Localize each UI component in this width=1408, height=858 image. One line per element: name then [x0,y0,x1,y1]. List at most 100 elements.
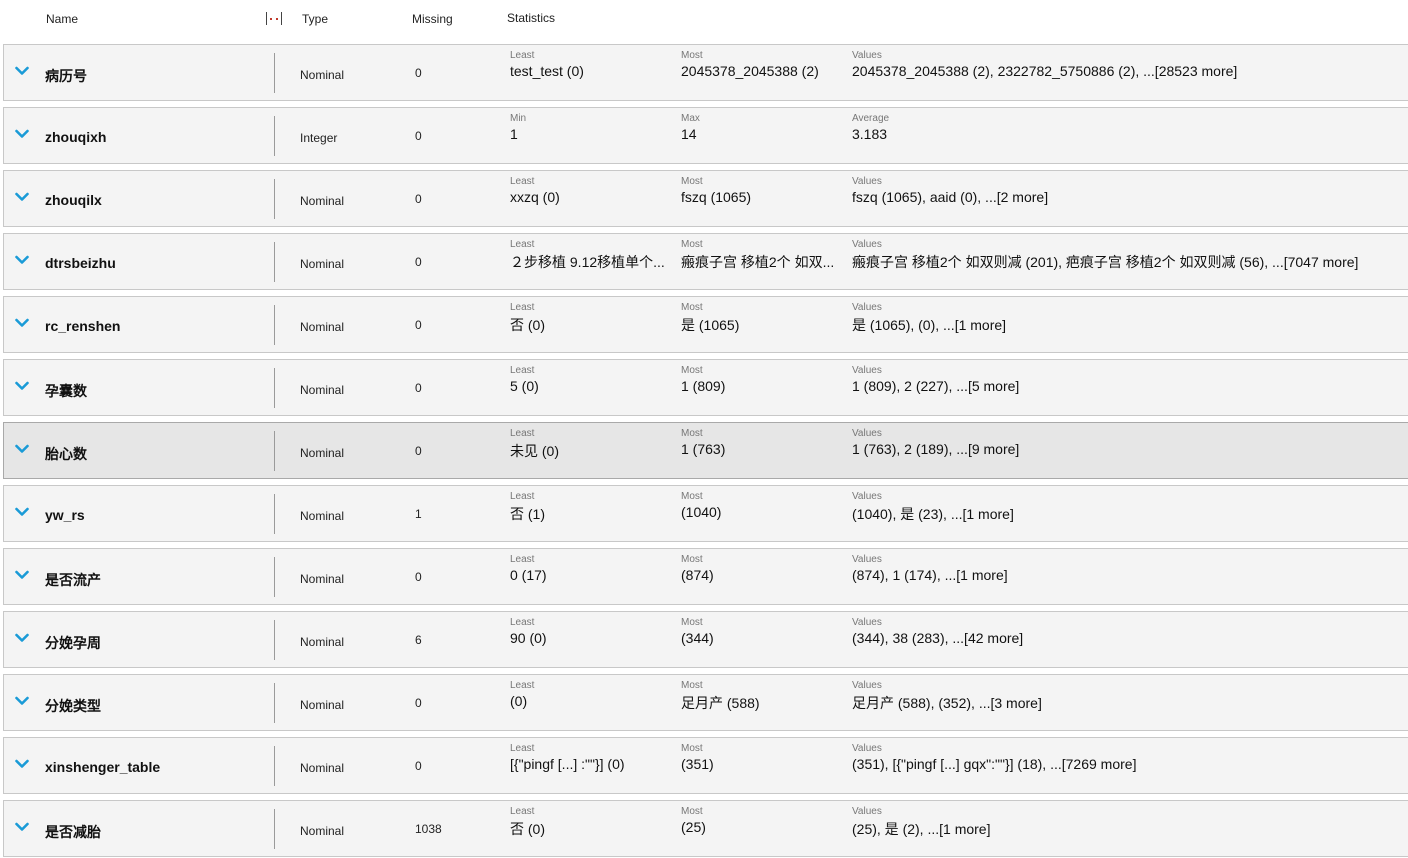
missing-count: 0 [415,318,422,332]
chevron-down-icon[interactable] [15,444,29,454]
attribute-type: Nominal [300,572,345,586]
stat-label-values: Values [852,176,882,187]
chevron-down-icon[interactable] [15,633,29,643]
column-divider [274,431,275,471]
attribute-name: yw_rs [45,507,85,523]
attribute-name: zhouqixh [45,129,107,145]
attribute-row[interactable]: dtrsbeizhu Nominal 0 Least ２步移植 9.12移植单个... M… [3,233,1408,290]
stat-value-least: 否 (0) [510,821,545,837]
stat-label-most: Most [681,743,703,754]
header-statistics[interactable]: Statistics [507,11,556,25]
stat-label-least: Least [510,806,535,817]
attribute-name: zhouqilx [45,192,102,208]
stat-label-least: Least [510,302,535,313]
chevron-down-icon[interactable] [15,66,29,76]
stat-label-least: Least [510,365,535,376]
stat-label-most: Most [681,365,703,376]
stat-value-values: (344), 38 (283), ...[42 more] [852,630,1024,646]
chevron-down-icon[interactable] [15,759,29,769]
column-divider [274,620,275,660]
chevron-down-icon[interactable] [15,318,29,328]
stat-label-values: Values [852,365,882,376]
missing-count: 0 [415,444,422,458]
attribute-row[interactable]: yw_rs Nominal 1 Least 否 (1) Most (1040) Values… [3,485,1408,542]
stat-value-most: (344) [681,630,714,646]
missing-count: 0 [415,255,422,269]
chevron-down-icon[interactable] [15,129,29,139]
stat-value-least: ２步移植 9.12移植单个... [510,254,665,270]
column-divider [274,557,275,597]
stat-label-most: Most [681,491,703,502]
column-divider [274,809,275,849]
stat-label-values: Values [852,743,882,754]
stat-value-least: 0 (17) [510,567,547,583]
stat-label-most: Most [681,680,703,691]
header-missing[interactable]: Missing [412,12,453,26]
stat-value-most: 14 [681,126,697,142]
stat-label-least: Least [510,554,535,565]
stat-label-least: Min [510,113,527,124]
stat-label-most: Most [681,176,703,187]
stat-value-most: 足月产 (588) [681,695,760,711]
missing-count: 0 [415,759,422,773]
attribute-row[interactable]: 孕囊数 Nominal 0 Least 5 (0) Most 1 (809) Values 1 … [3,359,1408,416]
column-divider [274,179,275,219]
attribute-row[interactable]: 分娩孕周 Nominal 6 Least 90 (0) Most (344) Values … [3,611,1408,668]
stat-label-least: Least [510,617,535,628]
chevron-down-icon[interactable] [15,381,29,391]
missing-count: 0 [415,66,422,80]
stat-value-least: 未见 (0) [510,443,559,459]
stat-value-least: test_test (0) [510,63,584,79]
attribute-row[interactable]: 胎心数 Nominal 0 Least 未见 (0) Most 1 (763) Values 1… [3,422,1408,479]
attribute-type: Nominal [300,194,345,208]
stat-value-values: 3.183 [852,126,888,142]
column-divider [274,494,275,534]
stat-value-values: 2045378_2045388 (2), 2322782_5750886 (2)… [852,63,1238,79]
attribute-row[interactable]: 分娩类型 Nominal 0 Least (0) Most 足月产 (588) Values… [3,674,1408,731]
stat-value-most: (351) [681,756,714,772]
stat-label-least: Least [510,239,535,250]
header-type[interactable]: Type [302,12,329,26]
stat-label-most: Most [681,50,703,61]
missing-count: 0 [415,570,422,584]
stat-value-values: (25), 是 (2), ...[1 more] [852,821,991,837]
chevron-down-icon[interactable] [15,696,29,706]
column-divider [274,746,275,786]
column-divider [274,683,275,723]
chevron-down-icon[interactable] [15,255,29,265]
stat-value-values: 1 (763), 2 (189), ...[9 more] [852,441,1020,457]
stat-value-most: 1 (763) [681,441,726,457]
chevron-down-icon[interactable] [15,822,29,832]
stat-value-values: 1 (809), 2 (227), ...[5 more] [852,378,1020,394]
attribute-row[interactable]: zhouqilx Nominal 0 Least xxzq (0) Most fszq (1… [3,170,1408,227]
column-resize-handle[interactable] [266,12,282,25]
chevron-down-icon[interactable] [15,570,29,580]
stat-value-least: xxzq (0) [510,189,560,205]
attribute-row[interactable]: 病历号 Nominal 0 Least test_test (0) Most 2045378… [3,44,1408,101]
attribute-name: 是否减胎 [45,824,101,840]
attribute-row[interactable]: 是否流产 Nominal 0 Least 0 (17) Most (874) Values … [3,548,1408,605]
stat-label-values: Values [852,50,882,61]
stat-value-least: 1 [510,126,518,142]
missing-count: 0 [415,381,422,395]
attribute-row[interactable]: zhouqixh Integer 0 Min 1 Max 14 Average 3.183 [3,107,1408,164]
stat-label-values: Values [852,491,882,502]
column-divider [274,368,275,408]
header-name[interactable]: Name [46,12,79,26]
chevron-down-icon[interactable] [15,192,29,202]
stat-value-most: 瘢痕子宫 移植2个 如双... [681,254,835,270]
column-header-bar: Name Type Missing Statistics [0,0,1408,40]
stat-value-least: 5 (0) [510,378,539,394]
stat-value-most: (1040) [681,504,722,520]
attribute-type: Nominal [300,761,345,775]
attribute-row[interactable]: rc_renshen Nominal 0 Least 否 (0) Most 是 (1065)… [3,296,1408,353]
chevron-down-icon[interactable] [15,507,29,517]
attribute-row[interactable]: xinshenger_table Nominal 0 Least [{"pingf [.… [3,737,1408,794]
attribute-row[interactable]: 是否减胎 Nominal 1038 Least 否 (0) Most (25) Values… [3,800,1408,857]
stat-label-least: Least [510,743,535,754]
attribute-name: dtrsbeizhu [45,255,116,271]
attribute-name: 分娩类型 [45,698,101,714]
column-divider [274,242,275,282]
missing-count: 0 [415,192,422,206]
attribute-name: 病历号 [45,68,87,84]
